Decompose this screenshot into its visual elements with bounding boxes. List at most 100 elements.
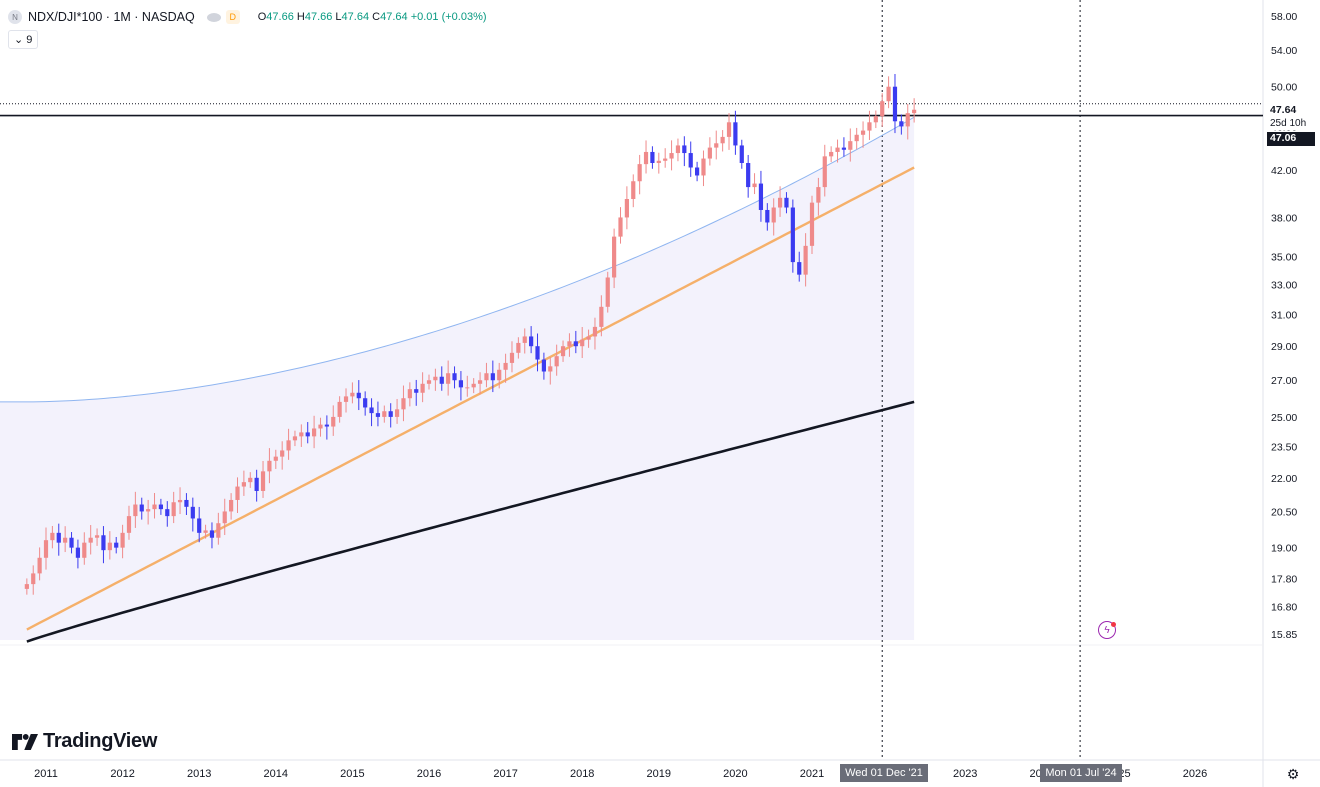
candle-body[interactable] — [854, 134, 859, 142]
candle-body[interactable] — [363, 398, 368, 408]
candle-body[interactable] — [229, 499, 234, 512]
candle-body[interactable] — [516, 342, 521, 353]
candle-body[interactable] — [114, 542, 119, 548]
candle-body[interactable] — [477, 380, 483, 384]
candle-body[interactable] — [343, 396, 349, 402]
candle-body[interactable] — [663, 158, 668, 161]
candle-body[interactable] — [331, 416, 336, 427]
candle-body[interactable] — [739, 145, 744, 164]
candle-body[interactable] — [190, 506, 195, 519]
candle-body[interactable] — [643, 151, 649, 165]
candle-body[interactable] — [82, 542, 87, 558]
candle-body[interactable] — [682, 145, 687, 154]
candle-body[interactable] — [171, 502, 176, 517]
candle-body[interactable] — [867, 122, 872, 131]
candle-body[interactable] — [465, 387, 470, 389]
candle-body[interactable] — [471, 383, 476, 388]
candle-body[interactable] — [452, 373, 457, 381]
candle-body[interactable] — [203, 530, 208, 533]
candle-body[interactable] — [567, 341, 572, 347]
candle-body[interactable] — [197, 518, 202, 533]
candle-body[interactable] — [758, 183, 764, 210]
candle-body[interactable] — [733, 122, 738, 146]
candle-body[interactable] — [816, 187, 821, 203]
candle-body[interactable] — [560, 346, 566, 357]
candle-body[interactable] — [484, 373, 489, 381]
candle-body[interactable] — [599, 306, 604, 327]
candle-body[interactable] — [254, 477, 259, 491]
candle-body[interactable] — [695, 167, 700, 176]
candle-body[interactable] — [337, 401, 342, 417]
candle-body[interactable] — [420, 383, 425, 393]
candle-body[interactable] — [529, 336, 534, 347]
candle-body[interactable] — [248, 477, 253, 483]
candle-body[interactable] — [497, 369, 502, 381]
candle-body[interactable] — [414, 389, 419, 393]
candle-body[interactable] — [305, 432, 310, 437]
candle-body[interactable] — [669, 153, 674, 159]
candle-body[interactable] — [784, 197, 789, 208]
candle-body[interactable] — [286, 440, 291, 451]
candle-body[interactable] — [860, 130, 866, 135]
tradingview-logo[interactable]: TradingView — [12, 730, 157, 753]
candle-body[interactable] — [829, 151, 834, 157]
candle-body[interactable] — [880, 101, 885, 117]
candle-body[interactable] — [631, 181, 636, 199]
candle-body[interactable] — [535, 346, 540, 360]
candle-body[interactable] — [394, 409, 400, 417]
candle-body[interactable] — [771, 207, 776, 223]
candle-body[interactable] — [612, 236, 617, 278]
candle-body[interactable] — [56, 532, 61, 543]
candle-body[interactable] — [848, 141, 853, 150]
candle-body[interactable] — [31, 573, 36, 585]
candle-body[interactable] — [69, 537, 74, 548]
candle-body[interactable] — [37, 557, 42, 574]
candle-body[interactable] — [407, 389, 412, 399]
candle-body[interactable] — [586, 336, 591, 340]
candle-body[interactable] — [899, 121, 904, 127]
candle-body[interactable] — [541, 359, 546, 372]
candle-body[interactable] — [50, 532, 55, 541]
candle-body[interactable] — [714, 143, 719, 148]
candle-body[interactable] — [273, 456, 278, 461]
candle-body[interactable] — [165, 509, 170, 517]
indicators-toggle[interactable]: ⌄ 9 — [8, 30, 39, 49]
candle-body[interactable] — [446, 373, 451, 384]
candle-body[interactable] — [841, 147, 847, 150]
candle-body[interactable] — [752, 183, 757, 188]
candle-body[interactable] — [158, 504, 163, 510]
candle-body[interactable] — [235, 486, 240, 500]
candle-body[interactable] — [292, 436, 298, 441]
candle-body[interactable] — [554, 356, 559, 367]
candle-body[interactable] — [822, 156, 827, 188]
candle-body[interactable] — [675, 145, 681, 154]
candle-body[interactable] — [63, 537, 68, 543]
candle-body[interactable] — [126, 516, 132, 533]
candle-body[interactable] — [503, 362, 508, 370]
candle-body[interactable] — [509, 352, 515, 363]
candle-body[interactable] — [458, 380, 464, 388]
candle-body[interactable] — [886, 86, 891, 102]
eye-icon[interactable] — [206, 12, 221, 22]
candle-body[interactable] — [580, 339, 585, 347]
candle-body[interactable] — [24, 584, 29, 589]
data-badge[interactable]: D — [225, 10, 240, 24]
candle-body[interactable] — [318, 424, 323, 429]
candle-body[interactable] — [912, 109, 917, 114]
candle-body[interactable] — [260, 471, 266, 491]
candle-body[interactable] — [905, 113, 910, 127]
candle-body[interactable] — [94, 535, 100, 538]
candle-body[interactable] — [350, 392, 355, 397]
candle-body[interactable] — [107, 542, 112, 551]
candle-body[interactable] — [777, 197, 783, 208]
lightning-icon[interactable]: ϟ — [1098, 621, 1116, 639]
candle-body[interactable] — [241, 482, 246, 487]
candle-body[interactable] — [797, 262, 802, 275]
candle-body[interactable] — [324, 424, 329, 427]
candle-body[interactable] — [139, 504, 144, 512]
candle-body[interactable] — [892, 86, 898, 122]
candle-body[interactable] — [120, 532, 125, 548]
candle-body[interactable] — [746, 163, 751, 188]
candle-body[interactable] — [688, 153, 693, 168]
